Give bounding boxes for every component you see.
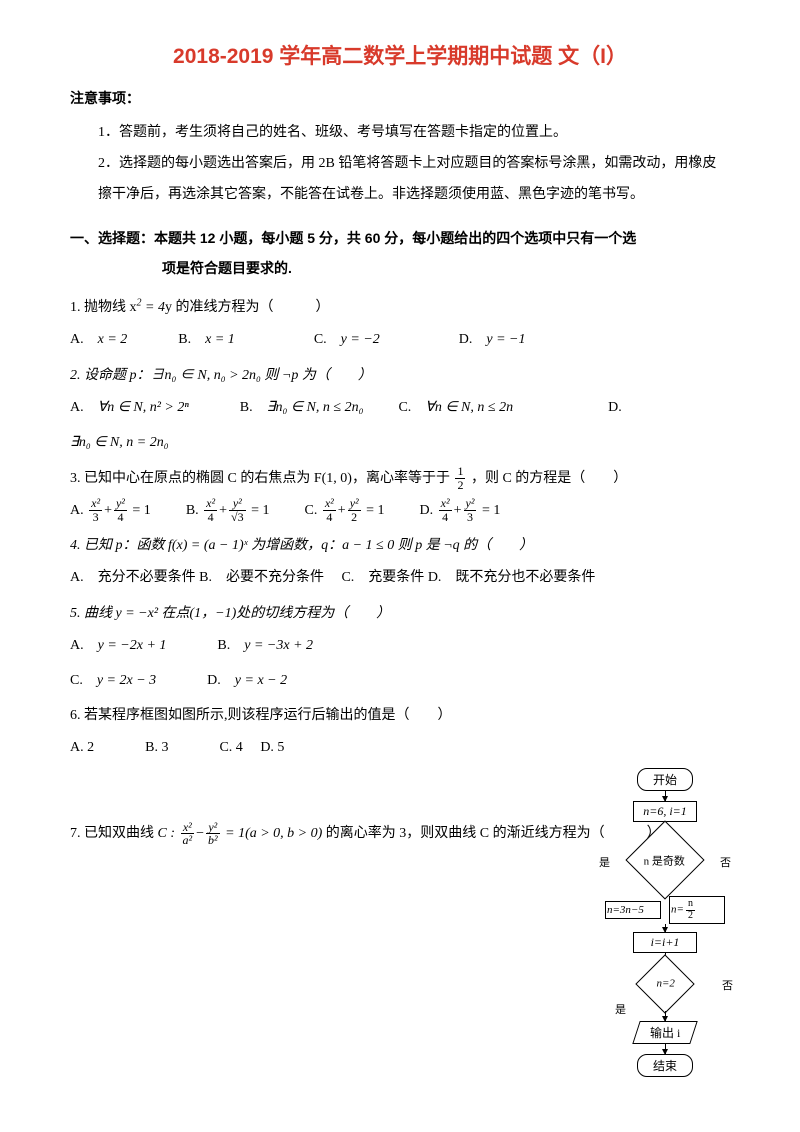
q3-pre: 3. 已知中心在原点的椭圆 C 的右焦点为 F(1, 0)，离心率等于于	[70, 471, 453, 486]
q3-options: A. x²3+y²4 = 1 B. x²4+y²√3 = 1 C. x²4+y²…	[70, 496, 730, 525]
q1-post: 的准线方程为（ ）	[172, 300, 330, 315]
notice-header: 注意事项：	[70, 88, 730, 108]
q6-d: D. 5	[260, 740, 284, 755]
q6-b: B. 3	[145, 740, 168, 755]
fc-end: 结束	[637, 1054, 693, 1077]
q1-stem: 1. 抛物线 x2 = 4y 的准线方程为（ ）	[70, 293, 730, 323]
fc-inc: i=i+1	[633, 932, 697, 953]
fc-yes2: 是	[615, 1001, 626, 1017]
note-2: 2．选择题的每小题选出答案后，用 2B 铅笔将答题卡上对应题目的答案标号涂黑，如…	[98, 149, 730, 211]
q1-pre: 1. 抛物线	[70, 300, 130, 315]
q6-a: A. 2	[70, 740, 94, 755]
q2-text: 2. 设命题 p：∃n₀ ∈ N, n₀ > 2n₀ 则 ¬p 为（ ）	[70, 368, 372, 383]
q4-options: A. 充分不必要条件 B. 必要不充分条件 C. 充要条件 D. 既不充分也不必…	[70, 563, 730, 592]
q3-stem: 3. 已知中心在原点的椭圆 C 的右焦点为 F(1, 0)，离心率等于于 12 …	[70, 464, 730, 494]
section-header: 一、选择题：本题共 12 小题，每小题 5 分，共 60 分，每小题给出的四个选…	[70, 224, 730, 283]
q6-options: A. 2 B. 3 C. 4 D. 5	[70, 733, 730, 762]
q1-b: x = 1	[205, 332, 235, 347]
q5-d: y = x − 2	[235, 673, 287, 688]
q2-d-label: D.	[608, 400, 622, 415]
fc-init: n=6, i=1	[633, 801, 697, 822]
q2-d: ∃n₀ ∈ N, n = 2n₀	[70, 435, 169, 450]
fc-no2: 否	[722, 977, 733, 993]
q1-c: y = −2	[341, 332, 380, 347]
q2-a: ∀n ∈ N, n² > 2ⁿ	[98, 400, 189, 415]
q1-d: y = −1	[486, 332, 525, 347]
q5-options-row2: C. y = 2x − 3 D. y = x − 2	[70, 666, 730, 695]
q7-pre: 7. 已知双曲线	[70, 826, 158, 841]
notice-list: 1．答题前，考生须将自己的姓名、班级、考号填写在答题卡指定的位置上。 2．选择题…	[70, 118, 730, 210]
flowchart-diagram: 开始 n=6, i=1 n 是奇数 是 否 n=3n−5 n=n2 i=i+1 …	[585, 768, 745, 1077]
section-line2: 项是符合题目要求的.	[70, 254, 292, 283]
q5-c: y = 2x − 3	[97, 673, 156, 688]
q7-c: C :	[158, 826, 176, 841]
q6-c: C. 4	[219, 740, 242, 755]
fc-b1: n=3n−5	[605, 901, 661, 919]
q2-b: ∃n₀ ∈ N, n ≤ 2n₀	[267, 400, 364, 415]
q4-a: A. 充分不必要条件	[70, 570, 196, 585]
q1-a: x = 2	[98, 332, 128, 347]
q5-text: 5. 曲线 y = −x² 在点(1，−1)处的切线方程为（ ）	[70, 606, 390, 621]
page-title: 2018-2019 学年高二数学上学期期中试题 文（I）	[70, 40, 730, 70]
q2-d-wrap: ∃n₀ ∈ N, n = 2n₀	[70, 428, 730, 457]
q2-c: ∀n ∈ N, n ≤ 2n	[425, 400, 513, 415]
section-line1: 一、选择题：本题共 12 小题，每小题 5 分，共 60 分，每小题给出的四个选…	[70, 230, 636, 246]
q4-c: C. 充要条件	[341, 570, 424, 585]
q5-options-row1: A. y = −2x + 1 B. y = −3x + 2	[70, 631, 730, 660]
q6-stem: 6. 若某程序框图如图所示,则该程序运行后输出的值是（ ）	[70, 701, 730, 731]
fc-b2: n=n2	[669, 896, 725, 924]
fc-d1: n 是奇数	[625, 820, 704, 899]
q1-options: A. x = 2 B. x = 1 C. y = −2 D. y = −1	[70, 325, 730, 354]
q5-a: y = −2x + 1	[98, 638, 167, 653]
fc-branch: n=3n−5 n=n2	[585, 896, 745, 924]
fc-out: 输出 i	[632, 1021, 697, 1044]
q2-options: A. ∀n ∈ N, n² > 2ⁿ B. ∃n₀ ∈ N, n ≤ 2n₀ C…	[70, 393, 730, 422]
fc-no1: 否	[720, 854, 731, 870]
q2-stem: 2. 设命题 p：∃n₀ ∈ N, n₀ > 2n₀ 则 ¬p 为（ ）	[70, 361, 730, 391]
note-1: 1．答题前，考生须将自己的姓名、班级、考号填写在答题卡指定的位置上。	[98, 118, 730, 149]
q3-frac: 12	[455, 465, 465, 491]
q4-d: D. 既不充分也不必要条件	[428, 570, 596, 585]
fc-start: 开始	[637, 768, 693, 791]
q5-stem: 5. 曲线 y = −x² 在点(1，−1)处的切线方程为（ ）	[70, 599, 730, 629]
q3-post: ，则 C 的方程是（ ）	[471, 471, 627, 486]
fc-d2: n=2	[635, 954, 694, 1013]
q5-b: y = −3x + 2	[244, 638, 313, 653]
q4-stem: 4. 已知 p：函数 f(x) = (a − 1)ˣ 为增函数，q：a − 1 …	[70, 531, 730, 561]
q4-b: B. 必要不充分条件	[199, 570, 324, 585]
q4-text: 4. 已知 p：函数 f(x) = (a − 1)ˣ 为增函数，q：a − 1 …	[70, 538, 533, 553]
fc-yes1: 是	[599, 854, 610, 870]
